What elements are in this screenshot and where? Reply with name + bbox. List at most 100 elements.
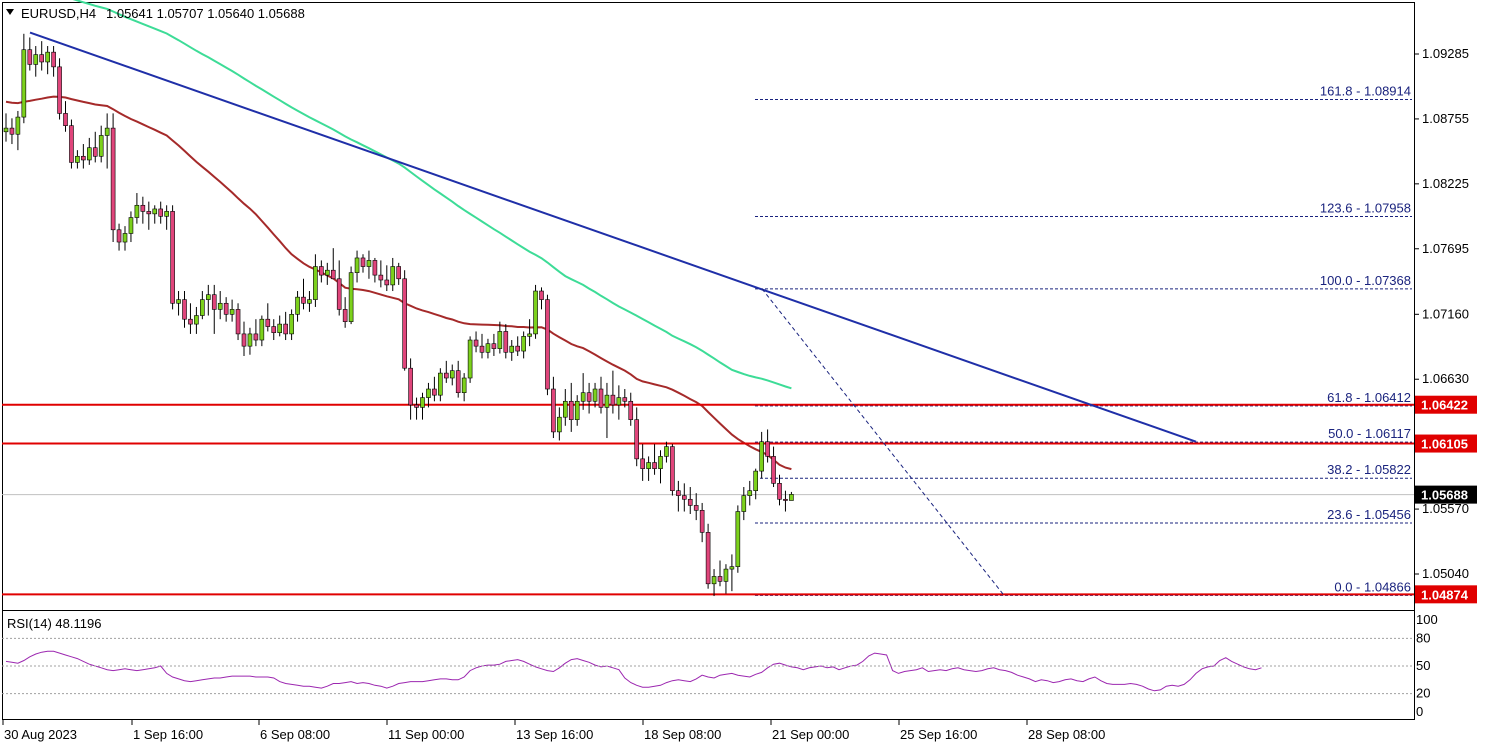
- candle: [81, 144, 86, 169]
- candle: [646, 456, 651, 481]
- candle-body: [432, 388, 437, 396]
- candle: [562, 389, 568, 426]
- candle-body: [39, 54, 45, 63]
- fib-level-label: 38.2 - 1.05822: [1327, 462, 1411, 477]
- candle: [640, 444, 645, 481]
- bearish-trend-line[interactable]: [29, 31, 1197, 443]
- candle: [330, 248, 336, 280]
- price-tag-label: 1.05688: [1421, 488, 1468, 503]
- symbol-label: EURUSD,H4: [21, 6, 96, 21]
- candle: [461, 373, 467, 402]
- candle-body: [598, 388, 604, 408]
- candle-body: [527, 333, 532, 337]
- candle: [336, 260, 342, 316]
- candle-body: [414, 404, 419, 408]
- candle: [438, 368, 443, 402]
- candle: [741, 487, 747, 521]
- candle: [128, 211, 134, 243]
- candle-body: [27, 49, 33, 65]
- candle: [319, 260, 324, 283]
- candle: [521, 331, 526, 359]
- fib-level-label: 0.0 - 1.04866: [1334, 579, 1411, 594]
- candle: [557, 407, 562, 441]
- price-tag: 1.05688: [1415, 485, 1477, 504]
- candle-body: [336, 278, 342, 310]
- rsi-line: [5, 650, 1262, 692]
- candle-body: [330, 269, 336, 280]
- candle-body: [283, 323, 288, 335]
- candle-body: [259, 318, 265, 341]
- candle-body: [771, 456, 776, 484]
- candle: [122, 226, 128, 251]
- candle-body: [741, 495, 747, 512]
- candle-body: [235, 309, 241, 335]
- candle: [295, 291, 300, 322]
- price-tag-label: 1.06105: [1421, 437, 1468, 452]
- candle: [717, 560, 723, 587]
- candle-body: [676, 490, 681, 496]
- candle: [467, 336, 473, 383]
- candle: [515, 336, 521, 356]
- candle-body: [443, 372, 449, 379]
- fib-level-label: 61.8 - 1.06412: [1327, 390, 1411, 405]
- candle-body: [610, 394, 616, 406]
- candle: [354, 250, 360, 283]
- time-tick-label: 25 Sep 16:00: [900, 727, 977, 742]
- candle-body: [81, 155, 86, 161]
- candle: [69, 119, 74, 169]
- candle: [384, 265, 390, 292]
- price-tick-label: 1.05040: [1422, 566, 1469, 581]
- rsi-header: RSI(14) 48.1196: [7, 616, 101, 631]
- candle: [33, 46, 39, 77]
- candle: [658, 450, 663, 484]
- candle-body: [307, 299, 312, 304]
- candle: [63, 101, 68, 132]
- candle-body: [134, 204, 140, 218]
- candle: [485, 338, 491, 359]
- candle-body: [557, 416, 562, 433]
- price-axis: 1.09285 1.08755 1.08225 1.07695 1.07160 1.066…: [1414, 46, 1469, 581]
- candle-body: [777, 483, 782, 500]
- candle: [75, 150, 80, 169]
- candle: [497, 321, 503, 354]
- candle-body: [63, 113, 68, 126]
- candle: [3, 113, 9, 142]
- candle: [586, 382, 592, 414]
- candle: [479, 333, 485, 359]
- candle-body: [533, 290, 538, 335]
- candle-body: [98, 135, 104, 157]
- candle-body: [360, 257, 366, 267]
- candle-body: [711, 576, 717, 585]
- candle: [735, 505, 741, 573]
- candle: [491, 333, 497, 356]
- price-tag-box: [1415, 434, 1477, 453]
- candle-body: [705, 532, 711, 585]
- candle-body: [759, 441, 764, 472]
- candle-body: [664, 446, 669, 457]
- collapse-triangle-icon[interactable]: [6, 9, 14, 15]
- candle-body: [384, 279, 390, 286]
- support-lines: [2, 403, 1414, 596]
- ohlc-values: 1.05641 1.05707 1.05640 1.05688: [106, 6, 305, 21]
- candle: [39, 41, 45, 71]
- candle: [604, 382, 610, 439]
- candle-body: [342, 309, 348, 322]
- candle: [360, 254, 366, 273]
- candle-body: [265, 318, 271, 327]
- candle: [92, 131, 98, 163]
- candle-body: [503, 331, 509, 353]
- candle: [426, 382, 431, 408]
- candle: [509, 340, 515, 361]
- moving-average-slow-line: [72, 0, 792, 390]
- candle: [568, 382, 574, 432]
- candle: [51, 46, 56, 77]
- candle-body: [75, 155, 80, 163]
- candle: [289, 309, 294, 341]
- candle: [206, 284, 211, 316]
- rsi-tick-label: 20: [1416, 686, 1430, 701]
- rsi-pane: 100 80 50 20 0: [2, 612, 1438, 719]
- candle-body: [634, 419, 640, 460]
- price-tag-box: [1415, 395, 1477, 414]
- candle: [455, 360, 461, 398]
